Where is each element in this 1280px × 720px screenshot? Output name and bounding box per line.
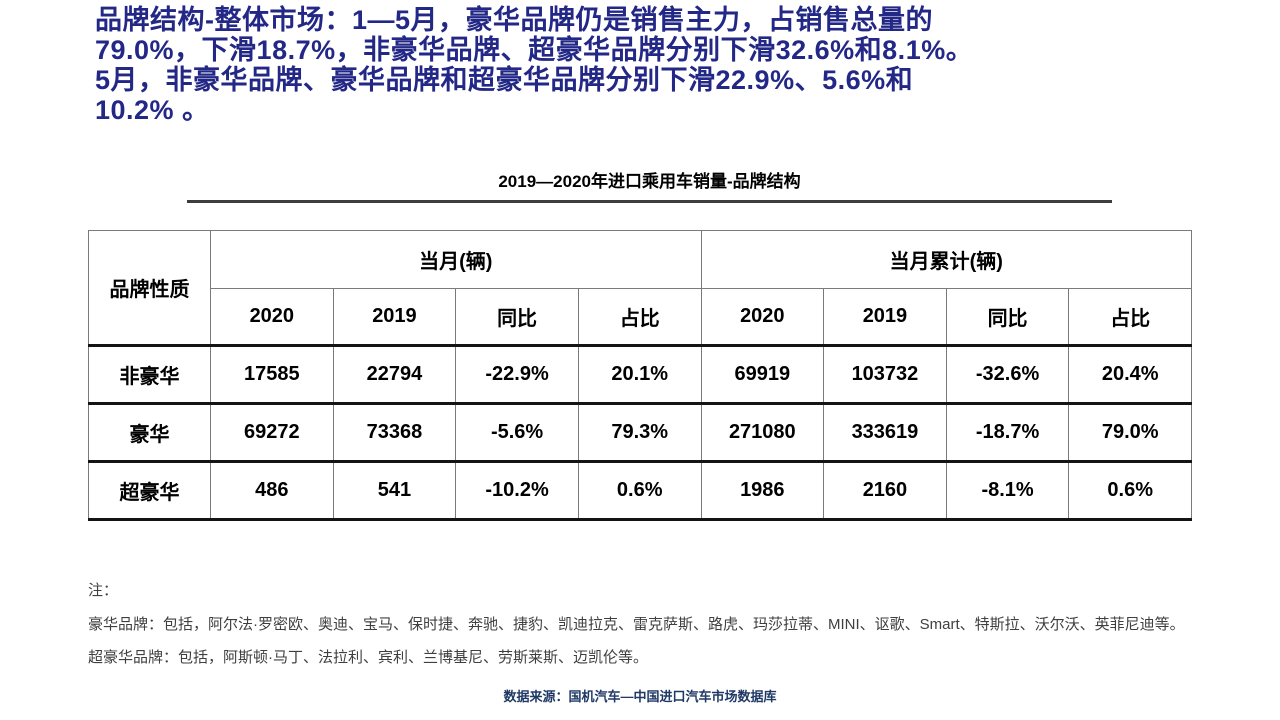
table-row: 非豪华 17585 22794 -22.9% 20.1% 69919 10373… <box>88 345 1192 405</box>
row-label: 非豪华 <box>88 345 211 405</box>
table-row: 超豪华 486 541 -10.2% 0.6% 1986 2160 -8.1% … <box>88 461 1192 521</box>
table-cell: 0.6% <box>1068 461 1192 521</box>
table-cell: 20.1% <box>577 345 702 405</box>
row-label: 超豪华 <box>88 461 211 521</box>
table-cell: 69272 <box>210 403 334 463</box>
table-cell: -10.2% <box>455 461 579 521</box>
notes-label: 注： <box>88 582 119 599</box>
sub-header: 同比 <box>945 288 1070 347</box>
corner-header: 品牌性质 <box>88 230 211 347</box>
table-cell: -5.6% <box>455 403 579 463</box>
row-label: 豪华 <box>88 403 211 463</box>
table-cell: 73368 <box>332 403 457 463</box>
table-cell: 20.4% <box>1068 345 1192 405</box>
sub-header: 占比 <box>1068 288 1192 347</box>
table-cell: 17585 <box>210 345 334 405</box>
sub-header: 2019 <box>332 288 457 347</box>
table-cell: 0.6% <box>577 461 702 521</box>
sub-header: 2020 <box>210 288 334 347</box>
headline-line: 79.0%，下滑18.7%，非豪华品牌、超豪华品牌分别下滑32.6%和8.1%。 <box>95 35 974 65</box>
table-cell: 69919 <box>700 345 825 405</box>
table-cell: 79.0% <box>1068 403 1192 463</box>
notes: 注： 豪华品牌：包括，阿尔法·罗密欧、奥迪、宝马、保时捷、奔驰、捷豹、凯迪拉克、… <box>88 574 1278 675</box>
sub-header-row: 2020 2019 同比 占比 2020 2019 同比 占比 <box>89 288 1192 347</box>
sub-header: 同比 <box>455 288 579 347</box>
sub-header: 2020 <box>700 288 825 347</box>
note-line-ultra-luxury: 超豪华品牌：包括，阿斯顿·马丁、法拉利、宾利、兰博基尼、劳斯莱斯、迈凯伦等。 <box>88 649 648 666</box>
table-cell: 103732 <box>823 345 947 405</box>
table-cell: 79.3% <box>577 403 702 463</box>
headline-line: 5月，非豪华品牌、豪华品牌和超豪华品牌分别下滑22.9%、5.6%和 <box>95 65 914 95</box>
group-header-cumulative: 当月累计(辆) <box>700 230 1192 289</box>
table-cell: 22794 <box>332 345 457 405</box>
table-cell: 333619 <box>823 403 947 463</box>
table-cell: -32.6% <box>945 345 1070 405</box>
data-source: 数据来源：国机汽车—中国进口汽车市场数据库 <box>503 689 777 704</box>
sub-header: 2019 <box>823 288 947 347</box>
group-header-row: 品牌性质 当月(辆) 当月累计(辆) <box>88 230 1192 347</box>
headline-line: 品牌结构-整体市场：1—5月，豪华品牌仍是销售主力，占销售总量的 <box>95 5 934 35</box>
table-cell: 271080 <box>700 403 825 463</box>
table-cell: -22.9% <box>455 345 579 405</box>
table-row: 豪华 69272 73368 -5.6% 79.3% 271080 333619… <box>88 403 1192 463</box>
note-line-luxury: 豪华品牌：包括，阿尔法·罗密欧、奥迪、宝马、保时捷、奔驰、捷豹、凯迪拉克、雷克萨… <box>88 615 1185 633</box>
table-cell: 2160 <box>823 461 947 521</box>
table-title: 2019—2020年进口乘用车销量-品牌结构 <box>187 167 1112 203</box>
table-cell: 486 <box>210 461 334 521</box>
table-cell: -8.1% <box>945 461 1070 521</box>
table-cell: 541 <box>332 461 457 521</box>
group-header-current-month: 当月(辆) <box>210 230 702 289</box>
brand-structure-table: 品牌性质 当月(辆) 当月累计(辆) 2020 2019 同比 占比 2020 … <box>88 230 1192 521</box>
headline: 品牌结构-整体市场：1—5月，豪华品牌仍是销售主力，占销售总量的 79.0%，下… <box>95 5 1200 125</box>
table-cell: -18.7% <box>945 403 1070 463</box>
sub-header: 占比 <box>577 288 702 347</box>
headline-line: 10.2% 。 <box>95 95 210 125</box>
table-cell: 1986 <box>700 461 825 521</box>
